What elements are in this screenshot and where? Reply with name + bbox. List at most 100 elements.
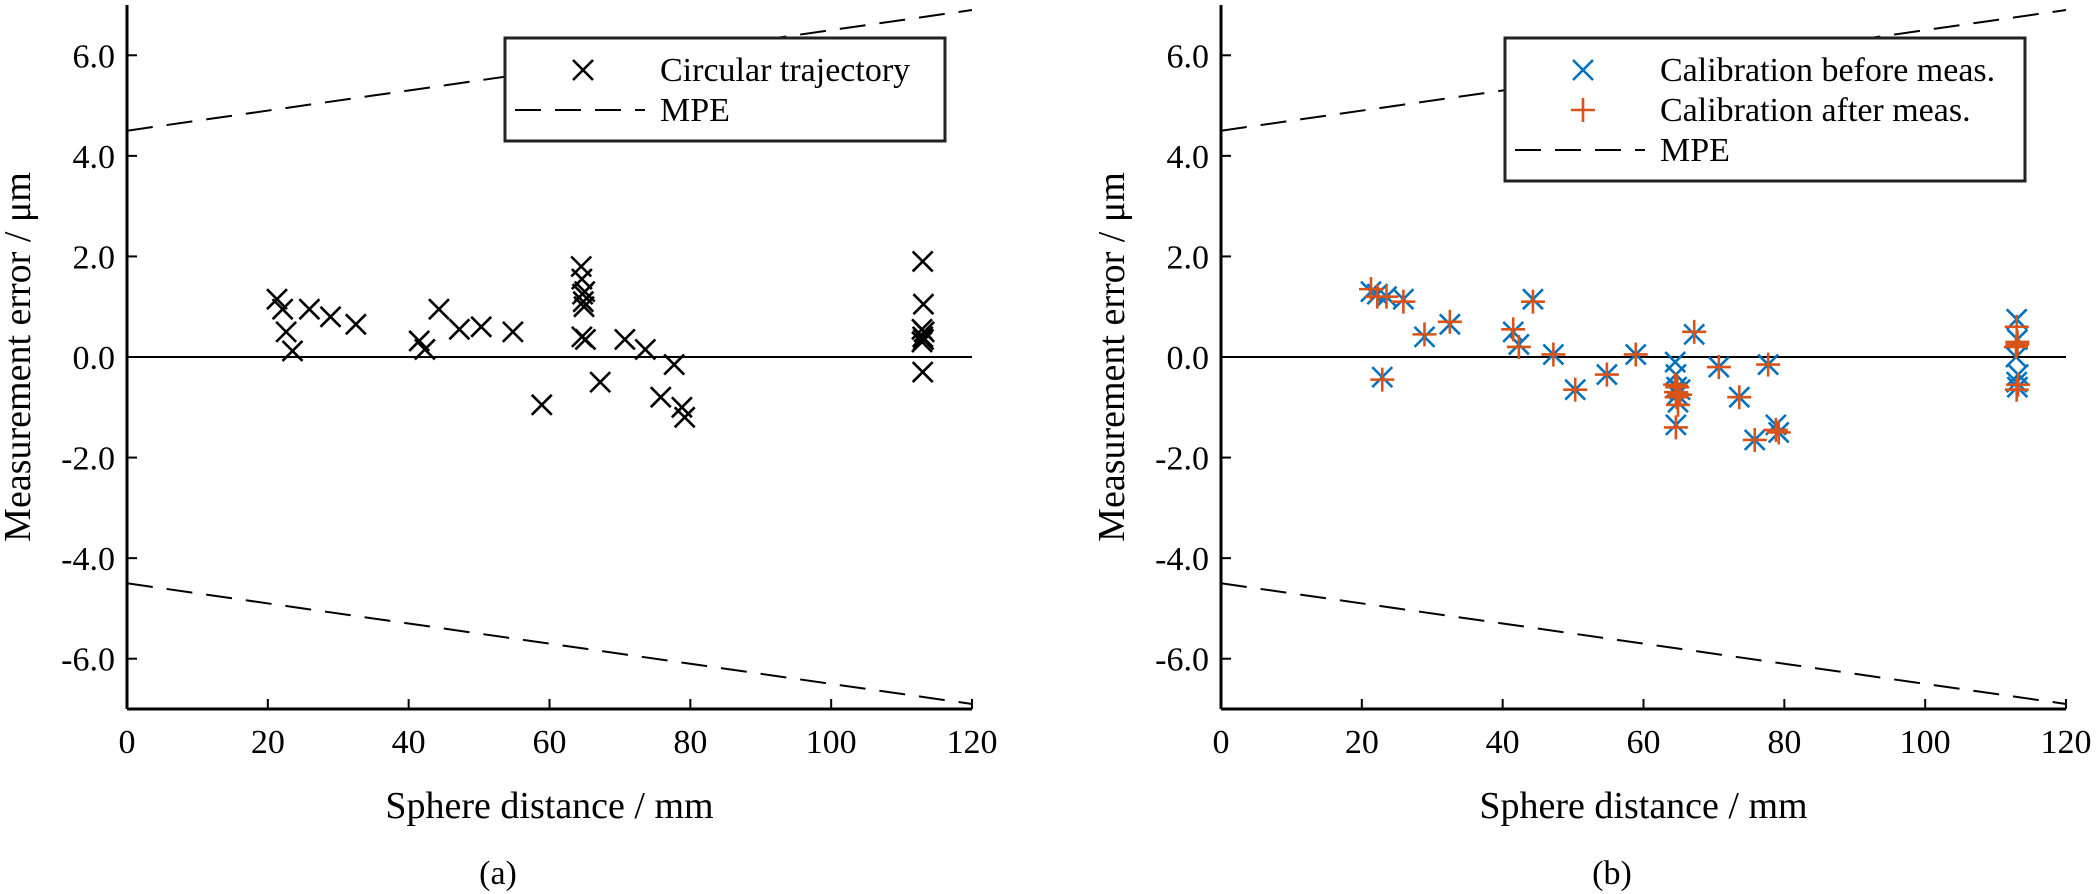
y-tick-label: 4.0	[73, 139, 116, 176]
data-point	[1412, 322, 1437, 347]
y-tick-label: 4.0	[1167, 139, 1210, 176]
data-point	[1756, 352, 1781, 377]
y-tick-label: -6.0	[1155, 642, 1209, 679]
data-point	[1437, 309, 1462, 334]
marker-stroke-2	[573, 280, 596, 303]
data-point	[344, 313, 367, 336]
marker-stroke-2	[271, 298, 294, 321]
marker-stroke-2	[613, 328, 636, 351]
marker-stroke-2	[911, 250, 934, 273]
legend-item: Circular trajectory	[572, 52, 910, 89]
legend-label: MPE	[660, 92, 730, 129]
legend-marker-stroke-2	[1572, 59, 1594, 81]
x-axis-label: Sphere distance / mm	[385, 785, 713, 827]
data-point	[319, 305, 342, 328]
data-point	[1666, 392, 1691, 417]
data-point	[573, 280, 596, 303]
legend-label: MPE	[1660, 132, 1730, 169]
data-point	[266, 288, 288, 311]
data-point	[275, 320, 298, 343]
marker-stroke-2	[670, 396, 693, 419]
y-tick-label: 0.0	[73, 340, 116, 377]
data-point	[613, 328, 636, 351]
panel-caption: (a)	[479, 855, 517, 892]
data-point	[649, 386, 672, 409]
marker-stroke-2	[470, 315, 493, 338]
marker-stroke-2	[281, 340, 304, 362]
marker-stroke-2	[911, 361, 934, 384]
panel-caption: (b)	[1592, 855, 1632, 892]
data-point	[1663, 415, 1688, 440]
x-tick-label: 40	[1486, 724, 1520, 761]
data-point	[1706, 355, 1731, 380]
marker-stroke-2	[649, 386, 672, 409]
marker-stroke-2	[574, 328, 597, 351]
legend-item: MPE	[1515, 132, 1730, 169]
marker-stroke-2	[911, 330, 933, 353]
chart-panel-a: 0 20 40 60 80 100 120 6.0 4.0 2.0 0.0 -2.0 -4.0 -6.0 S…	[0, 5, 998, 892]
y-tick-label: 0.0	[1167, 340, 1210, 377]
marker-stroke-2	[428, 298, 450, 321]
marker-stroke-2	[912, 293, 935, 316]
x-tick-label: 120	[2041, 724, 2092, 761]
legend-label: Circular trajectory	[660, 52, 910, 89]
mpe-upper-line	[127, 9, 972, 132]
x-tick-label: 120	[947, 724, 998, 761]
data-point	[634, 338, 657, 361]
y-axis-label: Measurement error / μm	[0, 172, 39, 542]
marker-stroke-2	[572, 290, 595, 313]
legend-item: MPE	[515, 92, 730, 129]
x-tick-label: 20	[1345, 724, 1379, 761]
x-tick-label: 0	[119, 724, 136, 761]
legend-label: Calibration before meas.	[1660, 52, 1995, 89]
legend-marker-stroke-2	[572, 59, 594, 81]
plot-area	[127, 9, 972, 705]
data-point	[1391, 289, 1416, 314]
data-point	[1763, 417, 1788, 442]
plot-area	[1221, 9, 2066, 705]
data-point	[2004, 334, 2029, 359]
y-tick-label: -2.0	[61, 441, 115, 478]
marker-stroke-2	[589, 371, 612, 394]
y-tick-label: 6.0	[73, 38, 116, 75]
y-tick-label: -2.0	[1155, 441, 1209, 478]
x-tick-label: 80	[1767, 724, 1801, 761]
data-point	[448, 318, 471, 341]
legend-box	[503, 36, 947, 143]
x-tick-label: 20	[251, 724, 285, 761]
data-point	[663, 353, 686, 376]
data-point	[1766, 420, 1791, 445]
mpe-lower-line	[1221, 582, 2066, 705]
legend: Calibration before meas.Calibration afte…	[1503, 36, 2027, 183]
data-point	[673, 406, 696, 429]
y-tick-label: -6.0	[61, 642, 115, 679]
data-point	[1520, 289, 1545, 314]
series-0	[1360, 280, 2030, 451]
marker-stroke-2	[530, 393, 553, 416]
marker-stroke-2	[573, 295, 595, 318]
marker-stroke-2	[319, 305, 342, 328]
marker-stroke-2	[413, 338, 436, 361]
data-point	[2004, 377, 2029, 402]
y-axis-label: Measurement error / μm	[1091, 172, 1133, 542]
y-tick-label: 2.0	[73, 239, 116, 276]
marker-stroke-2	[501, 320, 524, 343]
data-point	[572, 290, 595, 313]
series-0	[266, 250, 936, 429]
data-point	[298, 298, 321, 321]
marker-stroke-2	[275, 320, 298, 343]
y-tick-label: 2.0	[1167, 239, 1210, 276]
data-point	[2006, 372, 2031, 397]
x-tick-label: 100	[1900, 724, 1951, 761]
data-point	[1541, 342, 1566, 367]
x-tick-label: 100	[806, 724, 857, 761]
legend-item: Calibration before meas.	[1572, 52, 1995, 89]
data-point	[1742, 427, 1767, 452]
data-point	[911, 361, 934, 384]
data-point	[1727, 385, 1752, 410]
legend-label: Calibration after meas.	[1660, 92, 1971, 129]
y-tick-label: -4.0	[61, 541, 115, 578]
data-point	[589, 371, 612, 394]
data-point	[1374, 284, 1399, 309]
